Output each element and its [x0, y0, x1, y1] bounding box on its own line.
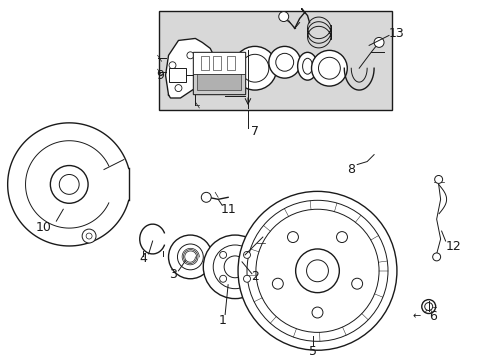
Circle shape: [351, 278, 362, 289]
Text: 9: 9: [156, 69, 164, 82]
Circle shape: [424, 303, 432, 311]
Circle shape: [311, 307, 322, 318]
Circle shape: [311, 50, 346, 86]
Text: 6: 6: [428, 310, 436, 323]
Circle shape: [59, 175, 79, 194]
Bar: [168, 68, 186, 82]
Text: 12: 12: [445, 240, 461, 253]
Circle shape: [168, 235, 212, 279]
Text: 1: 1: [218, 314, 225, 327]
Bar: [201, 56, 209, 70]
Circle shape: [86, 233, 92, 239]
Circle shape: [201, 192, 211, 202]
Circle shape: [243, 251, 250, 258]
Circle shape: [213, 245, 256, 289]
Text: 8: 8: [346, 163, 354, 176]
Text: 11: 11: [220, 203, 236, 216]
Polygon shape: [165, 39, 215, 98]
Circle shape: [306, 260, 328, 282]
Text: 13: 13: [388, 27, 404, 40]
Circle shape: [432, 253, 440, 261]
Circle shape: [246, 200, 387, 341]
Text: 2: 2: [250, 270, 258, 283]
Circle shape: [336, 231, 347, 243]
Ellipse shape: [297, 52, 317, 80]
Circle shape: [268, 46, 300, 78]
Ellipse shape: [302, 58, 312, 74]
Circle shape: [169, 62, 176, 69]
Bar: [193, 74, 244, 94]
Circle shape: [434, 175, 442, 183]
Circle shape: [50, 166, 88, 203]
Circle shape: [238, 192, 396, 350]
Circle shape: [373, 37, 383, 48]
Circle shape: [82, 229, 96, 243]
Circle shape: [203, 235, 266, 298]
FancyBboxPatch shape: [158, 11, 391, 110]
Circle shape: [278, 12, 288, 22]
Text: 4: 4: [140, 252, 147, 265]
Circle shape: [175, 85, 182, 91]
Circle shape: [421, 300, 435, 314]
Circle shape: [287, 231, 298, 243]
Bar: [213, 56, 221, 70]
Text: 3: 3: [169, 268, 177, 281]
Circle shape: [219, 275, 226, 282]
Circle shape: [243, 275, 250, 282]
Bar: [193, 52, 244, 74]
Circle shape: [275, 53, 293, 71]
Circle shape: [255, 209, 378, 332]
Circle shape: [224, 256, 245, 278]
Circle shape: [272, 278, 283, 289]
Circle shape: [318, 57, 340, 79]
Circle shape: [295, 249, 339, 293]
Circle shape: [233, 46, 276, 90]
Circle shape: [241, 54, 268, 82]
Bar: [197, 74, 241, 90]
Text: 7: 7: [250, 125, 259, 138]
Text: 10: 10: [36, 221, 51, 234]
Text: 5: 5: [308, 345, 316, 358]
Bar: [193, 52, 244, 94]
Circle shape: [186, 52, 193, 59]
Bar: [226, 56, 235, 70]
Circle shape: [177, 244, 203, 270]
Text: ←: ←: [412, 311, 420, 321]
Circle shape: [219, 251, 226, 258]
